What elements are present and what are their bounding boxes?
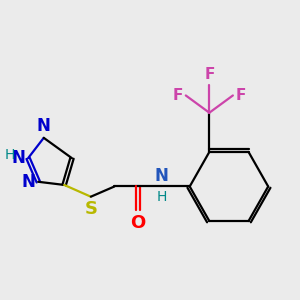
Text: N: N	[37, 117, 51, 135]
Text: F: F	[204, 67, 214, 82]
Text: N: N	[154, 167, 168, 185]
Text: N: N	[21, 173, 35, 191]
Text: O: O	[130, 214, 146, 232]
Text: H: H	[4, 148, 15, 162]
Text: H: H	[156, 190, 167, 204]
Text: F: F	[236, 88, 246, 103]
Text: S: S	[84, 200, 97, 218]
Text: F: F	[172, 88, 183, 103]
Text: N: N	[11, 149, 25, 167]
